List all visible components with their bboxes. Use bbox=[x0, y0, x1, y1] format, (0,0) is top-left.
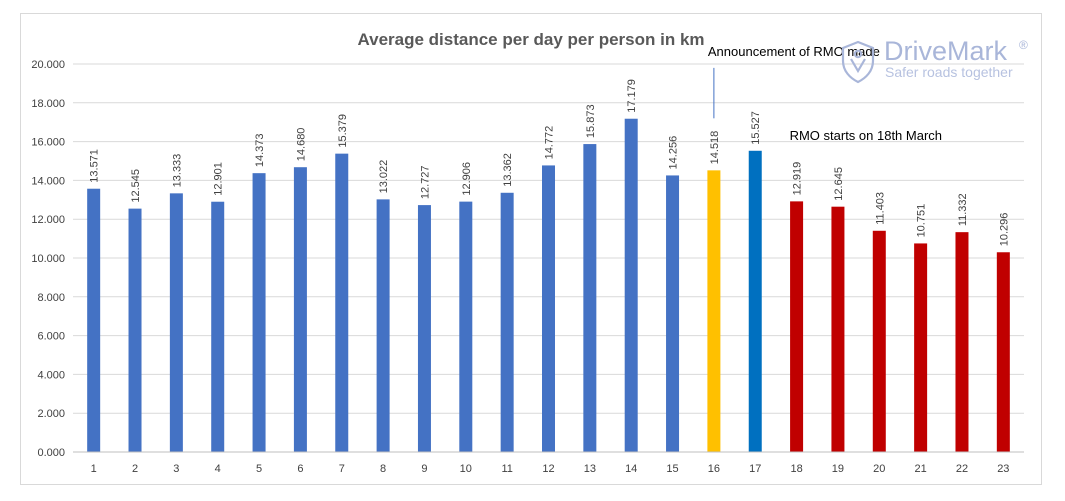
y-tick-label: 8.000 bbox=[37, 292, 65, 304]
y-tick-label: 14.000 bbox=[31, 175, 65, 187]
data-label: 12.645 bbox=[833, 167, 845, 201]
y-tick-label: 12.000 bbox=[31, 214, 65, 226]
y-tick-label: 20.000 bbox=[31, 59, 65, 71]
logo-tagline: Safer roads together bbox=[885, 64, 1013, 80]
bar bbox=[996, 252, 1010, 452]
data-label: 11.332 bbox=[957, 193, 969, 226]
data-label: 15.379 bbox=[337, 114, 349, 148]
bar bbox=[542, 165, 555, 452]
x-tick-label: 20 bbox=[873, 463, 885, 475]
y-tick-label: 4.000 bbox=[37, 369, 65, 381]
bar bbox=[624, 118, 638, 452]
data-label: 12.919 bbox=[792, 162, 804, 196]
x-tick-label: 23 bbox=[997, 463, 1009, 475]
x-tick-label: 12 bbox=[542, 463, 554, 475]
bar bbox=[707, 170, 721, 452]
bar bbox=[87, 188, 101, 452]
x-tick-label: 7 bbox=[339, 463, 345, 475]
data-label: 14.772 bbox=[544, 126, 556, 160]
annotations: Announcement of RMO made RMO starts on 18… bbox=[708, 44, 942, 143]
bar bbox=[955, 232, 969, 452]
y-tick-label: 2.000 bbox=[37, 408, 65, 420]
x-tick-label: 19 bbox=[832, 463, 844, 475]
bar bbox=[500, 192, 514, 452]
x-tick-label: 17 bbox=[749, 463, 761, 475]
x-axis: 1 2 3 4 5 6 7 8 9 10 11 12 13 14 15 16 17 18 19 20 21 22 23 bbox=[73, 451, 1024, 475]
data-label: 13.333 bbox=[171, 154, 183, 188]
data-label: 13.571 bbox=[89, 149, 101, 183]
data-label: 12.901 bbox=[213, 162, 225, 196]
bar bbox=[583, 144, 597, 453]
y-tick-label: 0.000 bbox=[37, 447, 65, 459]
data-label: 15.873 bbox=[585, 104, 597, 138]
shield-icon bbox=[841, 40, 875, 84]
bar bbox=[293, 167, 307, 452]
x-tick-label: 15 bbox=[666, 463, 678, 475]
data-label: 14.373 bbox=[254, 134, 266, 168]
bar-chart: Average distance per day per person in k… bbox=[31, 30, 1028, 475]
data-label: 11.403 bbox=[874, 192, 886, 225]
x-tick-label: 1 bbox=[91, 463, 97, 475]
bar bbox=[211, 201, 225, 452]
y-tick-label: 6.000 bbox=[37, 331, 65, 343]
x-tick-label: 5 bbox=[256, 463, 262, 475]
x-tick-label: 2 bbox=[132, 463, 138, 475]
bar bbox=[459, 201, 473, 452]
data-label: 10.751 bbox=[916, 204, 928, 238]
drivemark-logo: DriveMark ® Safer roads together bbox=[841, 36, 1028, 84]
bar bbox=[872, 230, 886, 452]
y-axis: 0.000 2.000 4.000 6.000 8.000 10.000 12.000 14.… bbox=[31, 59, 65, 459]
logo-wordmark: DriveMark bbox=[884, 36, 1008, 66]
data-label: 15.527 bbox=[750, 111, 762, 145]
bar bbox=[914, 243, 928, 452]
data-label: 10.296 bbox=[998, 213, 1010, 247]
y-tick-label: 18.000 bbox=[31, 98, 65, 110]
chart-frame: Average distance per day per person in k… bbox=[20, 13, 1042, 485]
chart-title: Average distance per day per person in k… bbox=[357, 30, 704, 49]
logo-registered-mark: ® bbox=[1019, 38, 1028, 52]
data-labels: 13.571 12.545 13.333 12.901 14.373 14.680 15.3… bbox=[89, 79, 1011, 246]
bar bbox=[169, 193, 183, 453]
data-label: 13.022 bbox=[378, 160, 390, 194]
x-tick-label: 10 bbox=[460, 463, 472, 475]
bar bbox=[335, 153, 349, 452]
bar bbox=[376, 199, 390, 452]
data-label: 14.256 bbox=[668, 136, 680, 170]
bar bbox=[748, 150, 762, 453]
bar bbox=[417, 205, 431, 452]
bar bbox=[666, 175, 680, 452]
y-tick-label: 10.000 bbox=[31, 253, 65, 265]
data-label: 14.518 bbox=[709, 131, 721, 165]
bar bbox=[128, 208, 142, 452]
y-tick-label: 16.000 bbox=[31, 137, 65, 149]
bars bbox=[87, 118, 1010, 453]
data-label: 14.680 bbox=[295, 128, 307, 162]
x-tick-label: 6 bbox=[297, 463, 303, 475]
data-label: 12.727 bbox=[419, 165, 431, 199]
announcement-annotation: Announcement of RMO made bbox=[708, 44, 880, 59]
x-tick-label: 22 bbox=[956, 463, 968, 475]
x-tick-label: 13 bbox=[584, 463, 596, 475]
x-tick-label: 21 bbox=[915, 463, 927, 475]
x-tick-label: 14 bbox=[625, 463, 637, 475]
x-tick-label: 3 bbox=[173, 463, 179, 475]
x-tick-label: 9 bbox=[421, 463, 427, 475]
bar bbox=[790, 201, 804, 452]
data-label: 17.179 bbox=[626, 79, 638, 113]
rmo-start-annotation: RMO starts on 18th March bbox=[790, 128, 942, 143]
data-label: 12.906 bbox=[461, 162, 473, 196]
data-label: 13.362 bbox=[502, 153, 514, 187]
x-tick-label: 18 bbox=[790, 463, 802, 475]
data-label: 12.545 bbox=[130, 169, 142, 203]
x-tick-label: 11 bbox=[501, 463, 512, 475]
x-tick-label: 8 bbox=[380, 463, 386, 475]
bar bbox=[252, 173, 266, 452]
x-tick-label: 4 bbox=[215, 463, 221, 475]
bar bbox=[831, 206, 845, 452]
x-tick-label: 16 bbox=[708, 463, 720, 475]
